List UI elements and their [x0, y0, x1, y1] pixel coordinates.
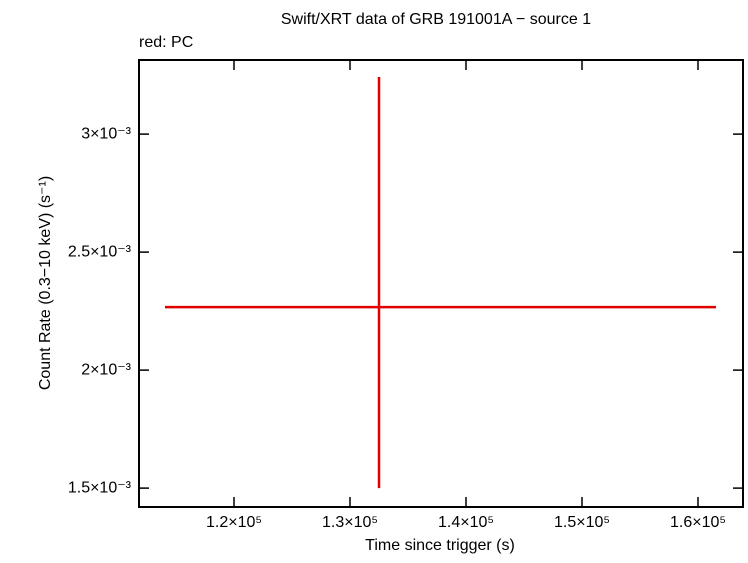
y-axis-label: Count Rate (0.3−10 keV) (s⁻¹) — [37, 176, 54, 390]
x-tick-label: 1.5×10⁵ — [554, 514, 610, 531]
x-tick-label: 1.4×10⁵ — [438, 514, 494, 531]
y-tick-label: 2.5×10⁻³ — [68, 243, 132, 260]
chart-title: Swift/XRT data of GRB 191001A − source 1 — [281, 11, 591, 28]
x-tick-label: 1.3×10⁵ — [322, 514, 378, 531]
y-tick-label: 1.5×10⁻³ — [68, 479, 132, 496]
x-axis-label: Time since trigger (s) — [365, 537, 515, 554]
chart-subtitle: red: PC — [139, 34, 193, 51]
y-tick-label: 2×10⁻³ — [81, 361, 131, 378]
x-tick-label: 1.6×10⁵ — [670, 514, 726, 531]
x-tick-label: 1.2×10⁵ — [206, 514, 262, 531]
plot-frame — [138, 59, 744, 508]
y-tick-label: 3×10⁻³ — [81, 125, 131, 142]
